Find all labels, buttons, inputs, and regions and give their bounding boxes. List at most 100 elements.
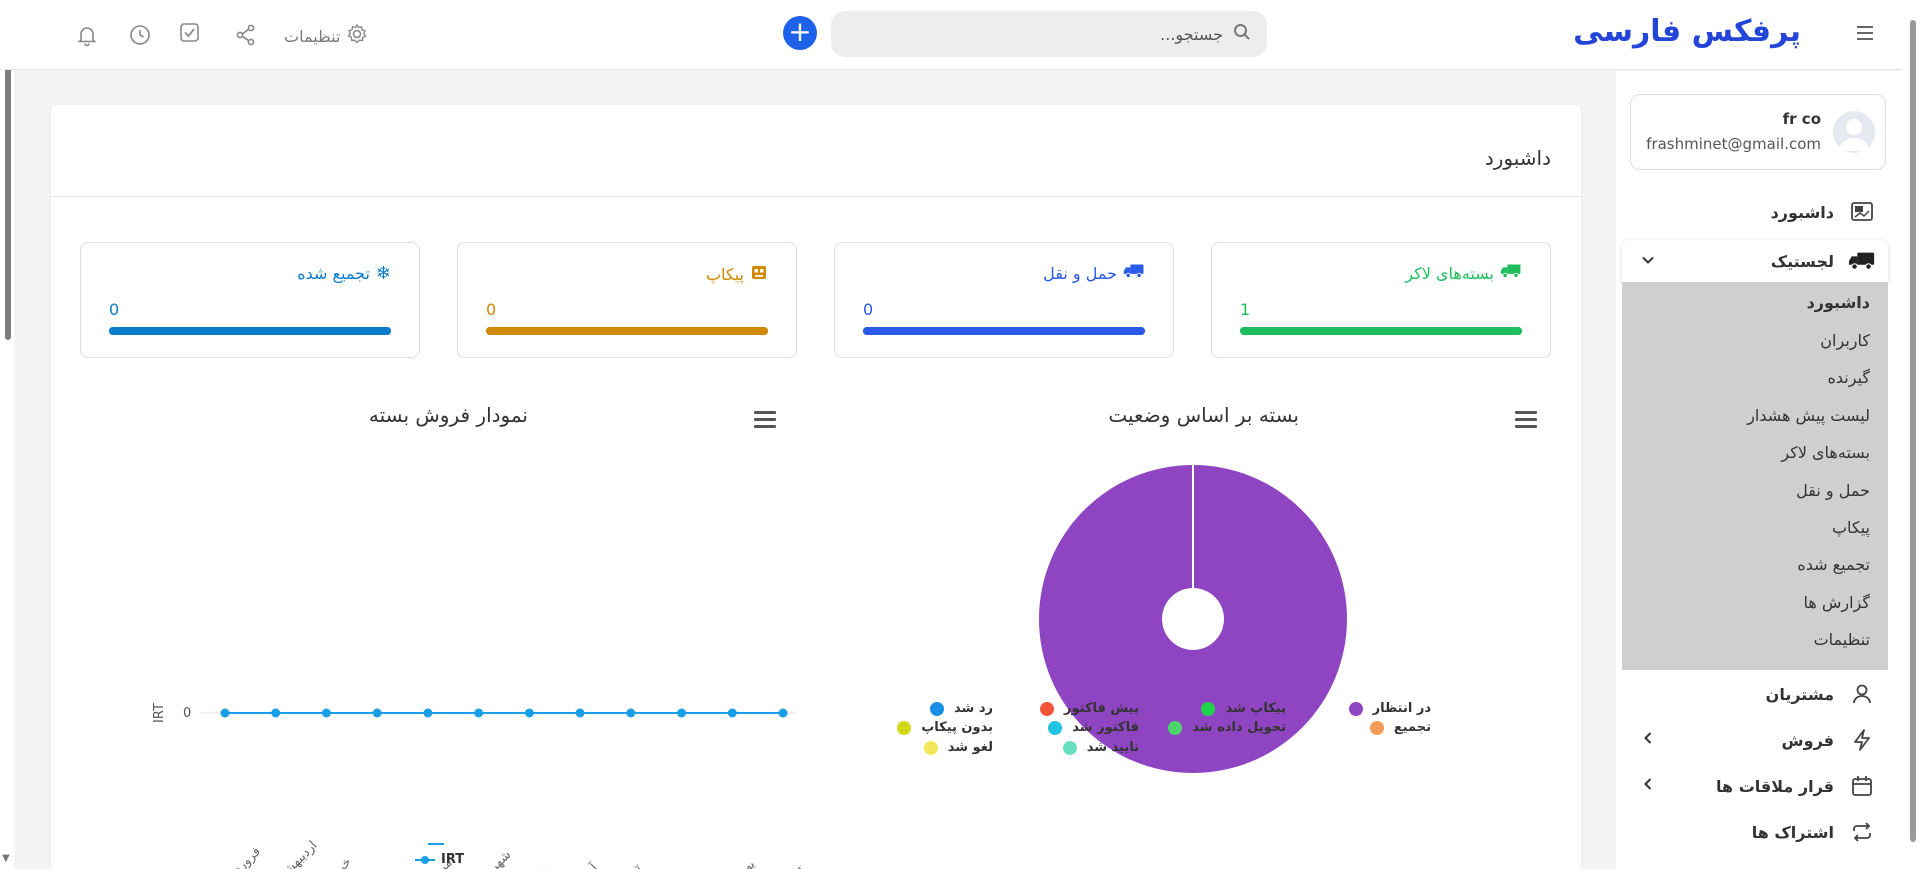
settings-button[interactable]: تنظیمات [284, 23, 368, 48]
line-chart-title: نمودار فروش بسته [368, 403, 528, 427]
progress-bar [109, 327, 391, 335]
x-tick-label: بهمن [728, 857, 758, 869]
left-scrollbar[interactable]: ▲ ▼ [0, 0, 14, 869]
stat-card-consolidated[interactable]: ❄ تجمیع شده 0 [80, 242, 420, 358]
sidebar-item-dashboard[interactable]: داشبورد [1622, 193, 1888, 231]
submenu-item-receiver[interactable]: گیرنده [1827, 368, 1870, 387]
submenu-item-dashboard[interactable]: داشبورد [1806, 293, 1870, 312]
submenu-item-locker-packages[interactable]: بسته‌های لاکر [1781, 443, 1870, 462]
pie-center-hole [1162, 588, 1224, 650]
submenu-item-reports[interactable]: گزارش ها [1803, 593, 1870, 612]
left-scrollbar-thumb[interactable] [5, 22, 11, 340]
repeat-icon [1848, 818, 1876, 846]
pie-chart-menu-icon[interactable] [1515, 411, 1537, 429]
sidebar-item-appointments[interactable]: قرار ملاقات ها [1622, 767, 1888, 805]
data-point[interactable] [524, 708, 534, 718]
top-header: پرفکس فارسی + تنظیمات [0, 0, 1920, 70]
legend-item[interactable]: پیش فاکتور [1040, 701, 1139, 716]
legend-item[interactable]: تجمیع [1369, 720, 1431, 735]
data-point[interactable] [677, 708, 687, 718]
divider [51, 196, 1581, 197]
data-point[interactable] [575, 708, 585, 718]
scroll-down-arrow[interactable]: ▼ [2, 853, 10, 864]
submenu-item-shipping[interactable]: حمل و نقل [1796, 481, 1870, 500]
chevron-left-icon[interactable] [1640, 776, 1656, 796]
stat-label: حمل و نقل [1043, 263, 1117, 283]
stat-card-locker[interactable]: بسته‌های لاکر 1 [1211, 242, 1551, 358]
data-point[interactable] [474, 708, 484, 718]
stat-label: پیکاپ [705, 264, 744, 284]
data-point[interactable] [321, 708, 331, 718]
chevron-left-icon[interactable] [1640, 730, 1656, 750]
line-legend-item[interactable]: IRT [415, 852, 464, 867]
progress-fill [486, 327, 768, 335]
stat-card-pickup[interactable]: پیکاپ 0 [457, 242, 797, 358]
data-point[interactable] [220, 708, 230, 718]
sidebar-item-sales[interactable]: فروش [1622, 721, 1888, 759]
legend-item[interactable]: تحویل داده شد [1168, 720, 1286, 735]
data-point[interactable] [423, 708, 433, 718]
brand-logo[interactable]: پرفکس فارسی [1573, 14, 1801, 49]
stat-label: تجمیع شده [297, 264, 370, 283]
legend-label: بدون پیکاپ [921, 720, 993, 735]
data-point[interactable] [778, 708, 788, 718]
legend-label: پیکاپ شد [1225, 701, 1286, 716]
legend-item[interactable]: لغو شد [923, 740, 993, 755]
legend-label: در انتظار [1372, 701, 1431, 716]
sidebar-item-logistics[interactable]: لجستیک [1622, 240, 1888, 282]
submenu-item-consolidated[interactable]: تجمیع شده [1797, 555, 1870, 574]
sidebar: fr co frashminet@gmail.com داشبورد لجستی… [1616, 71, 1902, 869]
progress-fill [109, 327, 391, 335]
submenu-item-settings[interactable]: تنظیمات [1813, 630, 1870, 649]
data-point[interactable] [626, 708, 636, 718]
right-scrollbar[interactable] [1902, 0, 1920, 869]
stat-card-shipping[interactable]: حمل و نقل 0 [834, 242, 1174, 358]
task-check-icon[interactable] [178, 21, 202, 45]
legend-item[interactable]: تایید شد [1062, 740, 1139, 755]
truck-icon [1123, 263, 1145, 283]
line-chart-menu-icon[interactable] [754, 411, 776, 429]
right-scrollbar-thumb[interactable] [1910, 20, 1916, 842]
stat-label: بسته‌های لاکر [1405, 263, 1494, 283]
data-point[interactable] [727, 708, 737, 718]
menu-toggle-icon[interactable] [1852, 22, 1878, 48]
legend-item[interactable]: در انتظار [1348, 701, 1431, 716]
y-axis-label: IRT [152, 703, 167, 723]
submenu-item-pickup[interactable]: پیکاپ [1831, 518, 1870, 537]
data-point[interactable] [271, 708, 281, 718]
line-chart: IRT0فروردیناردیبهشتخردادتیرمردادشهریورمه… [152, 703, 801, 869]
legend-dot [923, 740, 938, 755]
add-button[interactable]: + [783, 16, 817, 50]
legend-dot [1040, 701, 1054, 716]
profile-card[interactable]: fr co frashminet@gmail.com [1630, 94, 1886, 170]
legend-item[interactable]: بدون پیکاپ [897, 720, 993, 735]
data-point[interactable] [372, 708, 382, 718]
search-box[interactable] [831, 11, 1267, 57]
legend-dot [930, 701, 945, 716]
clock-icon[interactable] [128, 23, 152, 47]
legend-dot [1348, 701, 1363, 716]
legend-item[interactable]: پیکاپ شد [1201, 701, 1286, 716]
search-input[interactable] [853, 11, 1223, 57]
submenu-item-pre-alert[interactable]: لیست پیش هشدار [1747, 406, 1870, 425]
legend-item[interactable]: رد شد [930, 701, 993, 716]
legend-marker [415, 855, 435, 864]
profile-email: frashminet@gmail.com [1646, 135, 1821, 153]
profile-name: fr co [1782, 110, 1821, 128]
share-icon[interactable] [234, 23, 258, 47]
pie-chart [1039, 465, 1347, 773]
legend-dot [897, 720, 912, 735]
lightning-icon [1848, 726, 1876, 754]
submenu-item-users[interactable]: کاربران [1820, 331, 1870, 350]
bell-icon[interactable] [75, 23, 99, 47]
legend-dot [1048, 720, 1063, 735]
sidebar-item-customers[interactable]: مشتریان [1622, 675, 1888, 713]
x-tick-label: آذر [625, 863, 650, 869]
legend-item[interactable]: فاکتور شد [1048, 720, 1139, 735]
legend-label: پیش فاکتور [1064, 701, 1139, 716]
legend-dot [1201, 701, 1216, 716]
chevron-down-icon[interactable] [1640, 252, 1656, 272]
legend-dot [1168, 720, 1183, 735]
sidebar-item-subscriptions[interactable]: اشتراک ها [1622, 813, 1888, 851]
